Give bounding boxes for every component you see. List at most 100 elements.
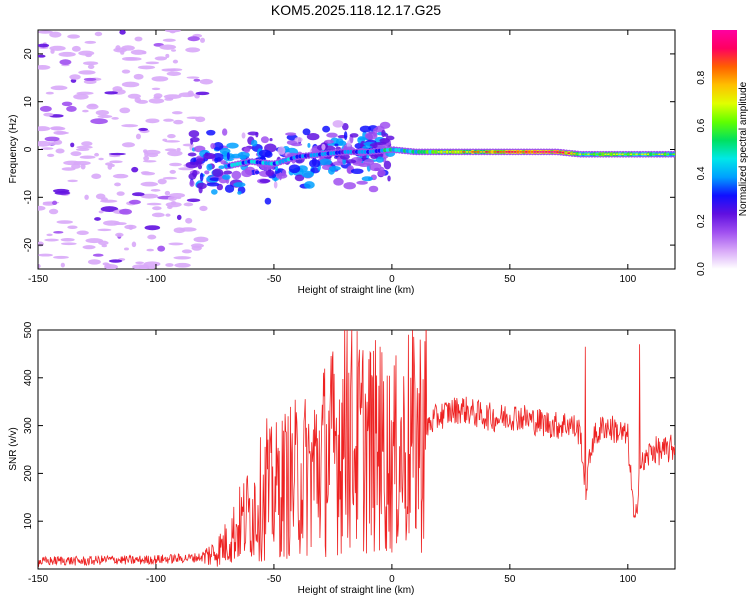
spectrogram-cell (44, 238, 59, 242)
spectrogram-cell (334, 143, 339, 147)
spectrogram-cell (206, 182, 220, 187)
spectrogram-cell (146, 248, 155, 252)
spectrogram-cell (265, 169, 275, 177)
spectrogram-cell (54, 191, 71, 195)
spectrogram-cell (82, 61, 99, 66)
spectrogram-cell (121, 57, 137, 61)
spectrogram-cell (112, 173, 129, 179)
spectrogram-cell (140, 171, 151, 174)
snr-y-tick-label: 500 (23, 321, 34, 338)
spectrogram-cell (116, 191, 125, 196)
spectrogram-cell (70, 151, 82, 157)
spectrogram-cell (319, 158, 332, 166)
spectrogram-cell (214, 157, 219, 164)
spectrogram-cell (369, 162, 382, 172)
spectrogram-cell (121, 45, 135, 51)
spectrogram-cell (148, 98, 165, 104)
spectrogram-cell (71, 163, 81, 169)
spectrogram-cell (290, 143, 303, 147)
spectrogram-cell (222, 174, 231, 180)
spectrogram-cell (70, 142, 75, 148)
spectrogram-cell (190, 243, 204, 248)
spectrogram-cell (143, 155, 150, 161)
spectrogram-cell (195, 91, 210, 96)
spectrogram-cell (84, 40, 97, 44)
spectrogram-cell (144, 225, 161, 231)
spectrogram-cell (185, 47, 201, 53)
spectrogram-cell (379, 121, 391, 129)
spectrogram-cell (59, 59, 72, 65)
spectrogram-cell (241, 169, 253, 178)
spectrogram-cell (79, 155, 96, 159)
spectrogram-cell (75, 148, 90, 152)
spectrogram-cell (66, 105, 77, 112)
spectrogram-cell (223, 170, 233, 175)
spectrogram-cell (169, 169, 176, 174)
spectrogram-cell (309, 159, 321, 168)
spectrogram-cell (131, 241, 137, 248)
colorbar-ticks: 0.0 0.2 0.4 0.6 0.8 (696, 70, 707, 276)
spectrogram-cell (307, 142, 311, 148)
spectrogram-cell (199, 172, 204, 182)
colorbar-tick-label: 0.6 (696, 118, 707, 132)
spectrogram-cell (361, 176, 373, 182)
colorbar-tick-label: 0.8 (696, 70, 707, 84)
spectrogram-cell (146, 202, 162, 206)
spectrogram-cell (56, 220, 74, 224)
spectrogram-cell (61, 167, 76, 171)
spectrogram-cell (164, 190, 171, 196)
spectrogram-cell (226, 142, 239, 149)
spectrogram-cell (206, 163, 213, 171)
spectrogram-cell (186, 116, 200, 120)
chart-title: KOM5.2025.118.12.17.G25 (271, 2, 441, 18)
spectrogram-cell (241, 132, 246, 139)
spectrogram-cell (332, 120, 344, 128)
spectrogram-x-tick-label: 50 (504, 274, 516, 285)
snr-x-axis-label: Height of straight line (km) (298, 585, 415, 596)
snr-x-tick-label: 50 (504, 574, 516, 585)
spectrogram-cell (80, 163, 86, 170)
spectrogram-cell (150, 188, 161, 192)
spectrogram-cell (99, 199, 118, 203)
spectrogram-cell (243, 147, 251, 153)
spectrogram-cell (98, 240, 109, 246)
spectrogram-cell (322, 125, 331, 133)
spectrogram-cell (135, 133, 141, 140)
spectrogram-cell (218, 165, 225, 170)
spectrogram-cell (306, 133, 320, 141)
snr-x-tick-label: 100 (619, 574, 636, 585)
spectrogram-cell (672, 153, 675, 156)
spectrogram-cell (151, 87, 161, 91)
spectrogram-y-axis-label: Frequency (Hz) (8, 115, 19, 184)
spectrogram-cell (167, 205, 173, 210)
spectrogram-cell (185, 161, 199, 169)
spectrogram-cell (237, 190, 242, 195)
spectrogram-cell (144, 151, 149, 158)
spectrogram-cell (164, 30, 181, 33)
spectrogram-cell (98, 157, 104, 161)
spectrogram-cell (220, 160, 227, 165)
spectrogram-cell (171, 49, 177, 52)
spectrogram-cell (185, 217, 193, 224)
spectrogram-cell (82, 245, 96, 250)
spectrogram-cell (152, 206, 162, 211)
spectrogram-cell (50, 126, 66, 131)
spectrogram-cell (53, 231, 64, 234)
spectrogram-cell (162, 38, 176, 42)
spectrogram-cell (301, 170, 314, 178)
snr-y-tick-label: 200 (23, 465, 34, 482)
spectrogram-cell (157, 178, 167, 185)
spectrogram-cell (200, 37, 205, 43)
spectrogram-cell (82, 109, 89, 113)
spectrogram-cell (104, 91, 118, 95)
spectrogram-cell (52, 200, 58, 205)
spectrogram-cell (188, 173, 197, 180)
spectrogram-cell (273, 181, 278, 189)
spectrogram-cell (171, 111, 183, 115)
spectrogram-cell (157, 245, 166, 252)
spectrogram-cell (162, 176, 178, 180)
spectrogram-cell (103, 220, 121, 226)
spectrogram-cell (258, 149, 272, 158)
spectrogram-cell (193, 78, 201, 82)
